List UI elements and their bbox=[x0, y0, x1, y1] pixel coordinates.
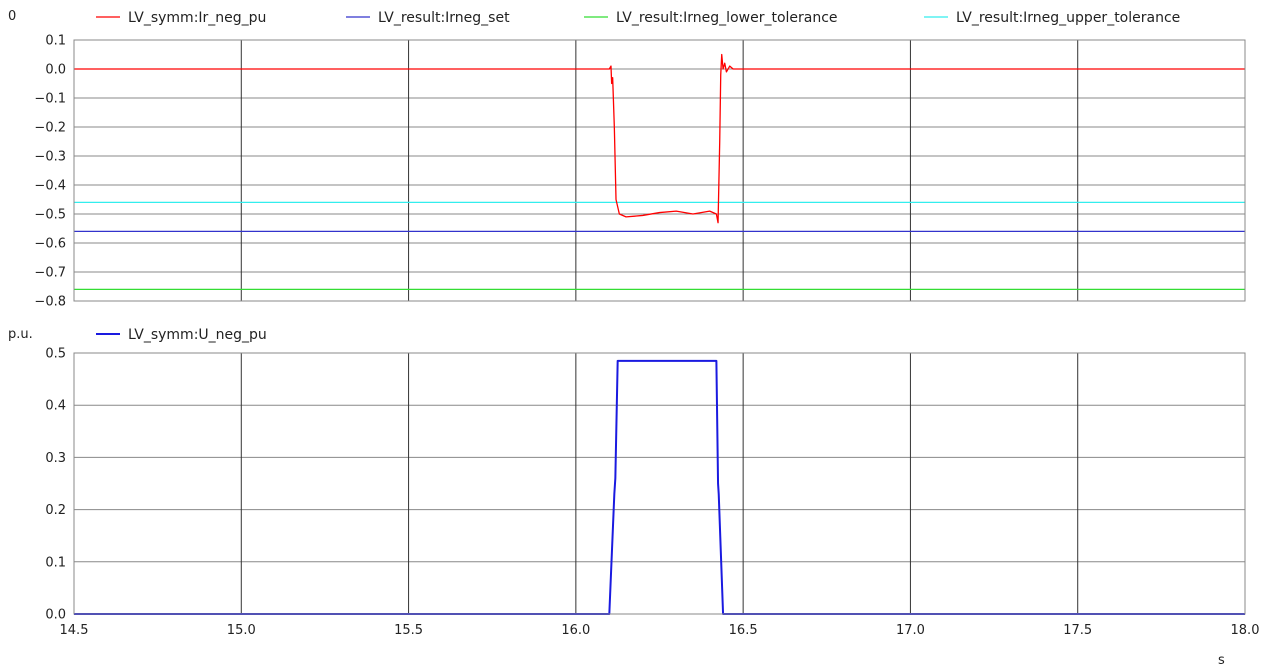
y-tick-label: −0.1 bbox=[34, 92, 66, 107]
bottom-plot-frame bbox=[73, 352, 1246, 615]
x-tick-label: 17.0 bbox=[896, 623, 925, 638]
series-line-lv-symm-ir-neg-pu bbox=[74, 53, 1245, 224]
bottom-unit-label: p.u. bbox=[8, 327, 33, 342]
x-tick-label: 16.5 bbox=[729, 623, 758, 638]
series-line-lv-symm-u-neg-pu bbox=[74, 359, 1245, 615]
y-tick-label: −0.3 bbox=[34, 150, 66, 165]
y-tick-label: −0.8 bbox=[34, 295, 66, 310]
legend-item-ir-neg: LV_symm:Ir_neg_pu bbox=[96, 10, 266, 26]
legend-label-u-neg: LV_symm:U_neg_pu bbox=[128, 327, 267, 343]
legend-label-ir-neg: LV_symm:Ir_neg_pu bbox=[128, 10, 266, 26]
x-tick-label: 15.0 bbox=[227, 623, 256, 638]
x-tick-label: 16.0 bbox=[561, 623, 590, 638]
x-tick-label: 15.5 bbox=[394, 623, 423, 638]
y-tick-label: 0.2 bbox=[45, 503, 66, 518]
y-tick-label: −0.7 bbox=[34, 266, 66, 281]
y-tick-label: −0.4 bbox=[34, 179, 66, 194]
bottom-series-group bbox=[74, 359, 1245, 615]
y-tick-label: 0.3 bbox=[45, 451, 66, 466]
top-y-axis: 0.1 0.0 −0.1 −0.2 −0.3 −0.4 −0.5 −0.6 −0.7 −0.8 bbox=[34, 34, 66, 310]
top-unit-label: 0 bbox=[8, 9, 16, 24]
top-plot-frame bbox=[73, 39, 1246, 302]
top-panel: 0 LV_symm:Ir_neg_pu LV_result:Irneg_set … bbox=[8, 9, 1246, 310]
x-tick-label: 17.5 bbox=[1063, 623, 1092, 638]
legend-label-irneg-lower: LV_result:Irneg_lower_tolerance bbox=[616, 10, 838, 26]
top-legend: LV_symm:Ir_neg_pu LV_result:Irneg_set LV… bbox=[96, 10, 1180, 26]
legend-item-irneg-upper: LV_result:Irneg_upper_tolerance bbox=[924, 10, 1180, 26]
x-axis-unit-label: s bbox=[1218, 653, 1225, 668]
bottom-legend: LV_symm:U_neg_pu bbox=[96, 327, 267, 343]
bottom-y-axis: 0.5 0.4 0.3 0.2 0.1 0.0 bbox=[45, 347, 66, 623]
x-tick-label: 14.5 bbox=[60, 623, 89, 638]
y-tick-label: 0.1 bbox=[45, 555, 66, 570]
top-grid bbox=[73, 39, 1246, 302]
legend-item-irneg-set: LV_result:Irneg_set bbox=[346, 10, 510, 26]
y-tick-label: −0.5 bbox=[34, 208, 66, 223]
legend-label-irneg-upper: LV_result:Irneg_upper_tolerance bbox=[956, 10, 1180, 26]
legend-item-irneg-lower: LV_result:Irneg_lower_tolerance bbox=[584, 10, 838, 26]
y-tick-label: 0.1 bbox=[45, 34, 66, 49]
y-tick-label: 0.0 bbox=[45, 608, 66, 623]
y-tick-label: 0.5 bbox=[45, 347, 66, 362]
y-tick-label: 0.4 bbox=[45, 399, 66, 414]
bottom-grid bbox=[73, 352, 1246, 615]
y-tick-label: 0.0 bbox=[45, 63, 66, 78]
legend-label-irneg-set: LV_result:Irneg_set bbox=[378, 10, 510, 26]
y-tick-label: −0.6 bbox=[34, 237, 66, 252]
top-series-group bbox=[74, 53, 1245, 291]
x-tick-label: 18.0 bbox=[1231, 623, 1260, 638]
bottom-panel: p.u. LV_symm:U_neg_pu 0.5 0.4 0.3 0.2 0.1 0.0… bbox=[8, 327, 1259, 668]
legend-item-u-neg: LV_symm:U_neg_pu bbox=[96, 327, 267, 343]
bottom-x-axis: 14.5 15.0 15.5 16.0 16.5 17.0 17.5 18.0 bbox=[60, 623, 1260, 638]
y-tick-label: −0.2 bbox=[34, 121, 66, 136]
